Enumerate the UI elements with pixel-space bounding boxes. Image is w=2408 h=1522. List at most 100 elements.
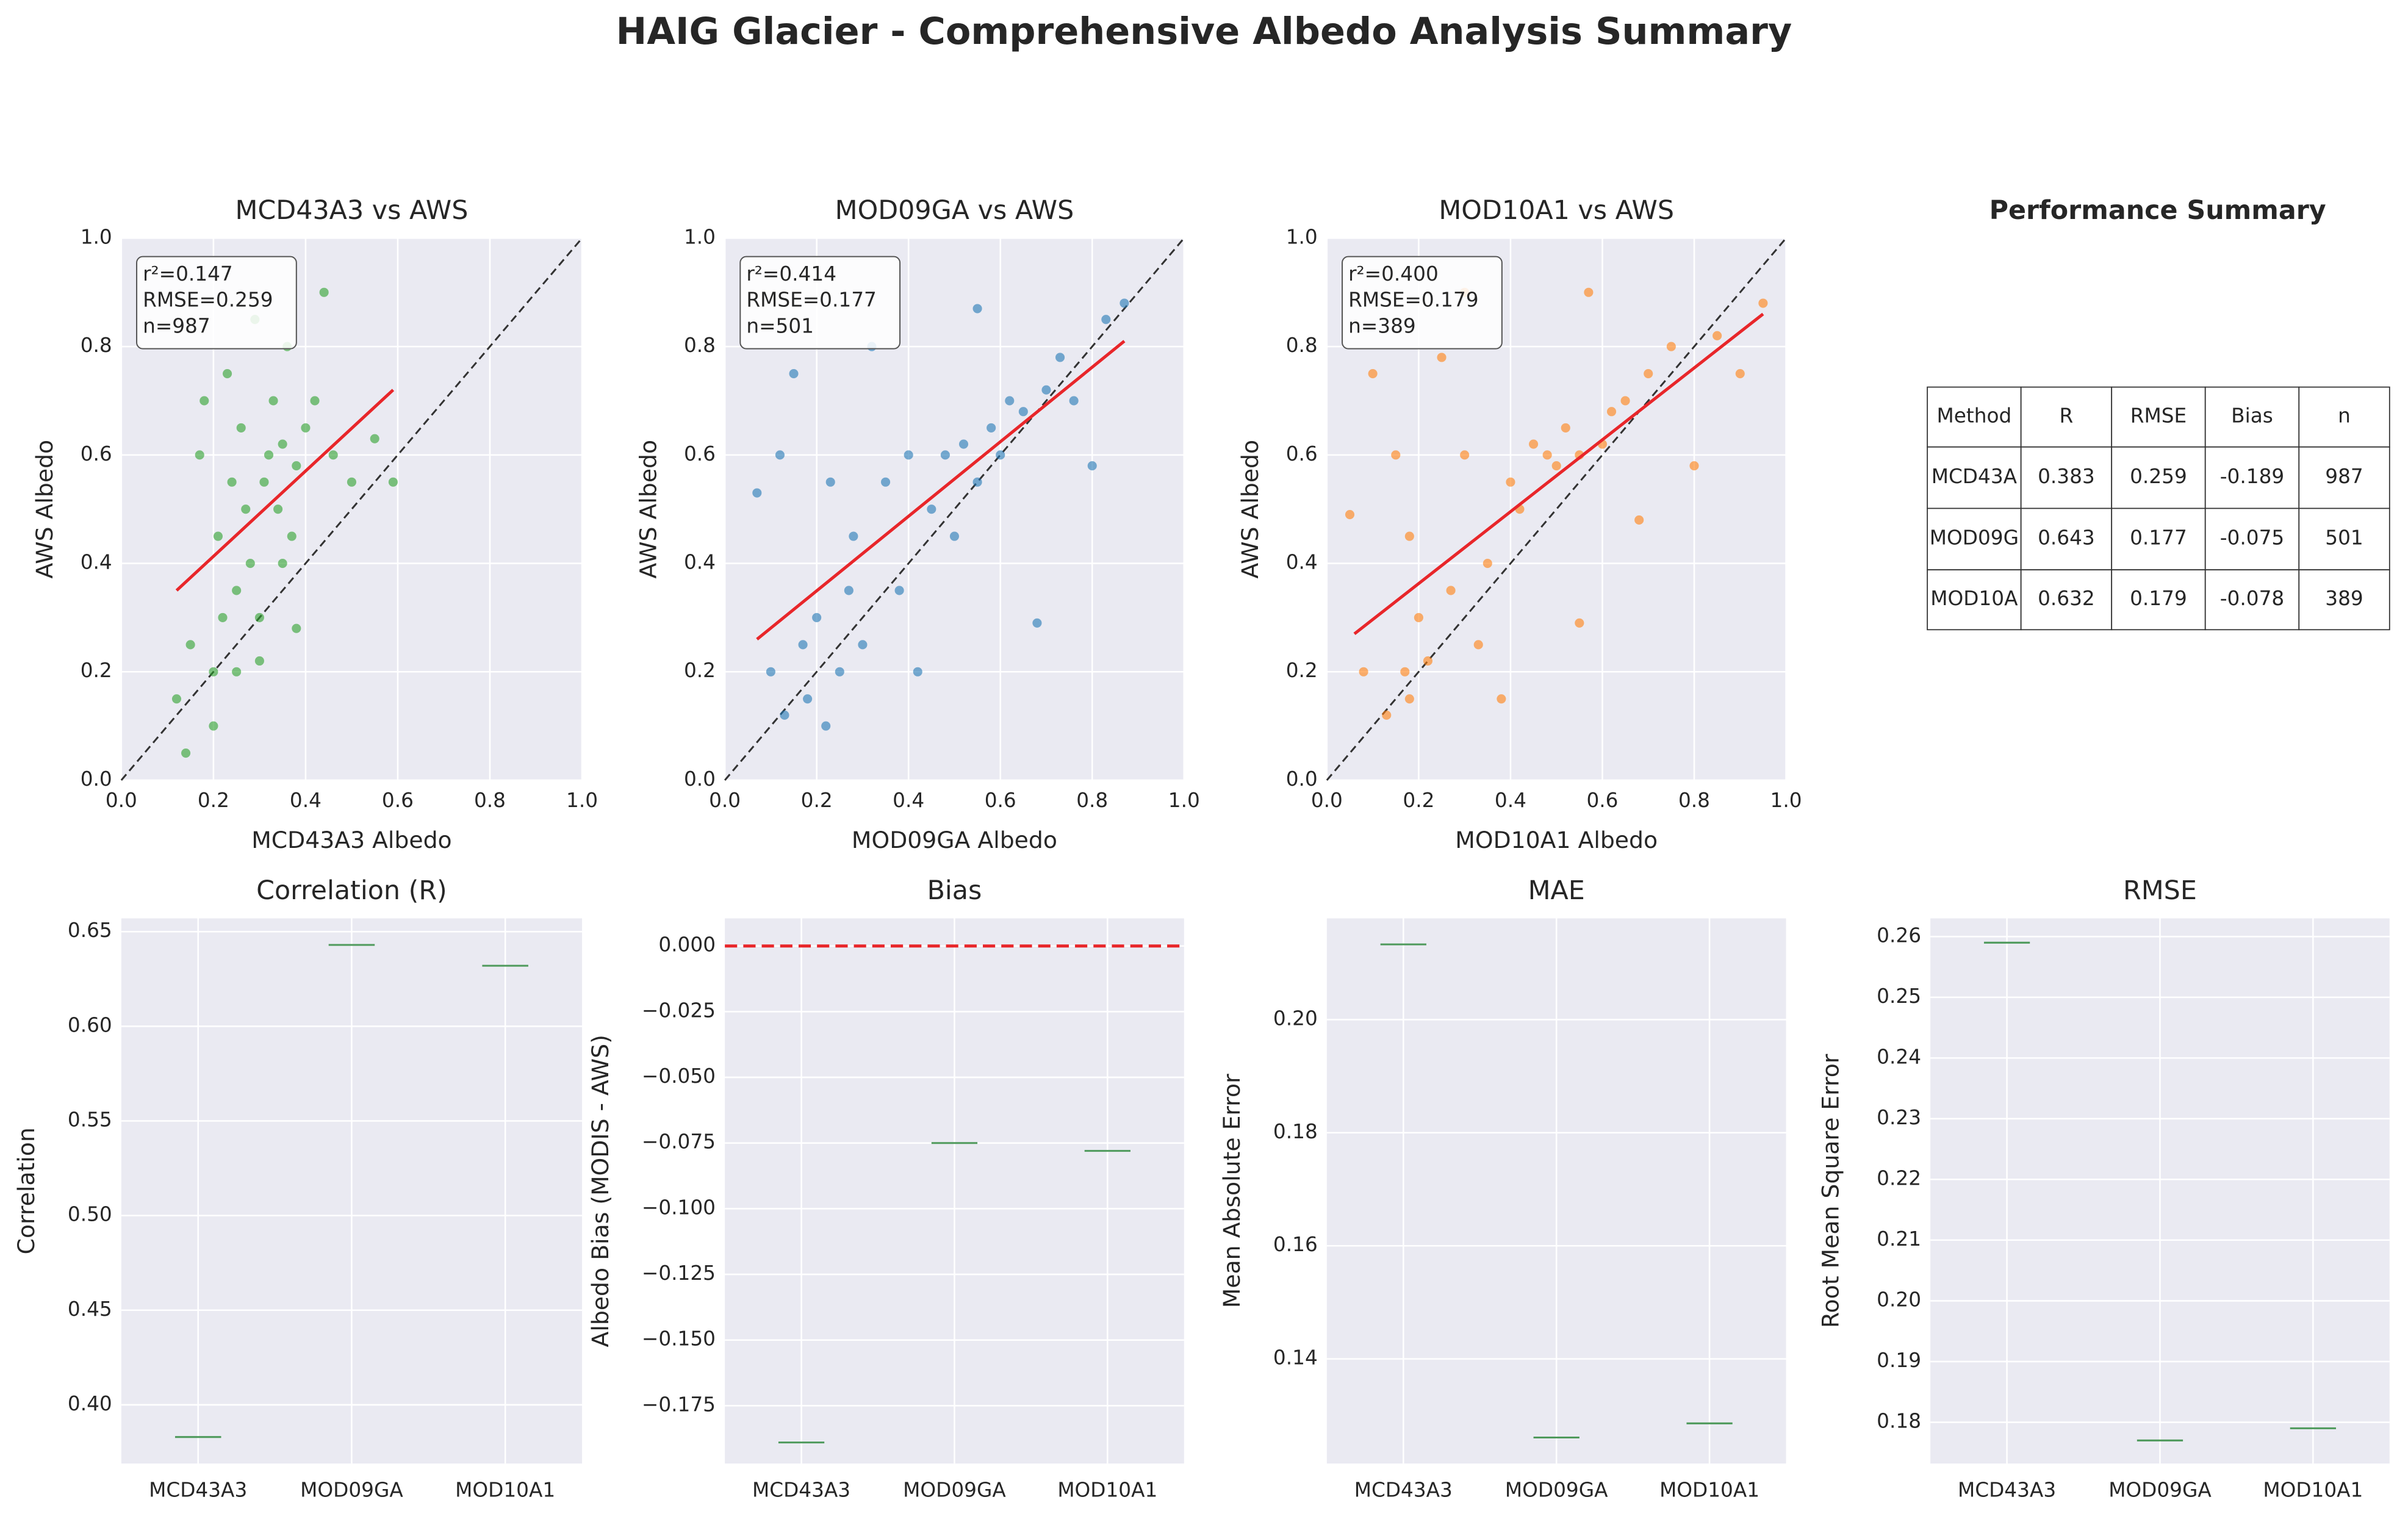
- y-tick-label: 0.6: [81, 442, 112, 465]
- scatter-point: [319, 287, 329, 297]
- annotation-text: r²=0.414: [746, 262, 836, 285]
- table-value: -0.075: [2220, 526, 2284, 550]
- scatter-point: [209, 667, 218, 677]
- scatter-point: [1620, 396, 1630, 406]
- scatter-point: [1758, 298, 1768, 308]
- table-cell: [2204, 386, 2300, 448]
- annotation-text: RMSE=0.179: [1348, 289, 1478, 312]
- y-axis-label: AWS Albedo: [31, 440, 58, 579]
- scatter-point: [972, 304, 982, 314]
- x-tick-label: MOD10A1: [1659, 1478, 1759, 1501]
- table-header: Bias: [2231, 404, 2273, 428]
- y-tick-label: 0.16: [1273, 1233, 1318, 1256]
- x-tick-label: 0.0: [106, 789, 137, 812]
- scatter-point: [949, 531, 960, 541]
- scatter-point: [310, 396, 320, 406]
- scatter-point: [1359, 667, 1368, 677]
- scatter-point: [844, 586, 854, 595]
- table-cell: [2111, 446, 2206, 509]
- scatter-point: [766, 667, 775, 677]
- scatter-point: [752, 488, 762, 498]
- y-tick-label: 0.2: [1286, 659, 1318, 682]
- x-axis-label: MOD10A1 Albedo: [1455, 827, 1658, 853]
- scatter-point: [254, 612, 264, 622]
- y-tick-label: 0.40: [68, 1392, 112, 1415]
- table-value: MCD43A: [1932, 465, 2018, 488]
- figure-title: HAIG Glacier - Comprehensive Albedo Anal…: [616, 10, 1792, 53]
- scatter-point: [232, 586, 242, 595]
- table-value: 389: [2325, 587, 2363, 610]
- y-tick-label: 0.8: [684, 334, 716, 357]
- table-value: 0.632: [2038, 587, 2095, 610]
- x-tick-label: 0.2: [1403, 789, 1434, 812]
- y-tick-label: 0.000: [658, 933, 716, 957]
- scatter-point: [1713, 331, 1722, 340]
- annotation-box: [739, 256, 901, 350]
- y-tick-label: 0.55: [68, 1108, 112, 1132]
- scatter-point: [996, 450, 1005, 460]
- fit-line: [1353, 312, 1764, 636]
- scatter-point: [1473, 640, 1483, 650]
- annotation-text: n=987: [143, 314, 210, 337]
- scatter-point: [213, 531, 223, 541]
- x-tick-label: 0.0: [709, 789, 741, 812]
- scatter-point: [209, 721, 218, 731]
- scatter-point: [987, 423, 996, 433]
- scatter-point: [1087, 461, 1097, 471]
- one-to-one-line: [120, 237, 583, 781]
- scatter-point: [292, 623, 301, 633]
- table-value: MOD09G: [1930, 526, 2019, 550]
- scatter-point: [1368, 368, 1378, 379]
- y-tick-label: −0.075: [642, 1130, 716, 1154]
- y-tick-label: −0.100: [642, 1196, 716, 1219]
- scatter-point: [1069, 396, 1079, 406]
- scatter-point: [1460, 450, 1470, 460]
- y-tick-label: −0.025: [642, 999, 716, 1022]
- scatter-point: [232, 667, 242, 677]
- scatter-point: [1561, 423, 1570, 433]
- scatter-point: [1101, 315, 1111, 325]
- annotation-box: [136, 256, 297, 350]
- scatter-point: [388, 477, 398, 487]
- x-tick-label: 0.6: [985, 789, 1016, 812]
- table-value: 0.643: [2038, 526, 2095, 550]
- x-tick-label: MOD09GA: [300, 1478, 403, 1501]
- scatter-point: [972, 477, 982, 487]
- scatter-point: [940, 450, 950, 460]
- table-value: -0.189: [2220, 465, 2284, 488]
- y-tick-label: 0.45: [68, 1298, 112, 1321]
- y-tick-label: 0.18: [1273, 1120, 1318, 1143]
- y-tick-label: 0.0: [684, 767, 716, 791]
- y-axis-label: Root Mean Square Error: [1817, 1054, 1844, 1328]
- table-header: RMSE: [2130, 404, 2187, 428]
- scatter-point: [958, 439, 969, 449]
- annotation-text: RMSE=0.259: [143, 289, 273, 312]
- scatter-point: [1506, 477, 1515, 487]
- table-value: 0.179: [2130, 587, 2187, 610]
- scatter-point: [1032, 618, 1042, 628]
- scatter-point: [1497, 694, 1506, 704]
- scatter-point: [1437, 353, 1447, 362]
- scatter-point: [236, 423, 246, 433]
- x-tick-label: 1.0: [1770, 789, 1802, 812]
- scatter-point: [1120, 298, 1129, 308]
- y-tick-label: 0.24: [1877, 1045, 1921, 1068]
- y-tick-label: −0.150: [642, 1327, 716, 1351]
- scatter-point: [835, 667, 844, 677]
- y-tick-label: 0.20: [1273, 1007, 1318, 1030]
- x-tick-label: 0.2: [198, 789, 229, 812]
- scatter-point: [849, 531, 858, 541]
- y-tick-label: 0.14: [1273, 1346, 1318, 1369]
- scatter-point: [1735, 368, 1745, 379]
- scatter-point: [927, 504, 936, 514]
- scatter-point: [1414, 612, 1423, 622]
- table-cell: [1927, 386, 2022, 448]
- scatter-point: [264, 450, 274, 460]
- y-tick-label: 0.4: [684, 551, 716, 574]
- scatter-point: [1055, 353, 1065, 362]
- scatter-point: [798, 640, 808, 650]
- y-tick-label: 0.0: [81, 767, 112, 791]
- x-tick-label: 0.4: [290, 789, 322, 812]
- scatter-point: [1584, 287, 1594, 297]
- table-cell: [2298, 569, 2390, 631]
